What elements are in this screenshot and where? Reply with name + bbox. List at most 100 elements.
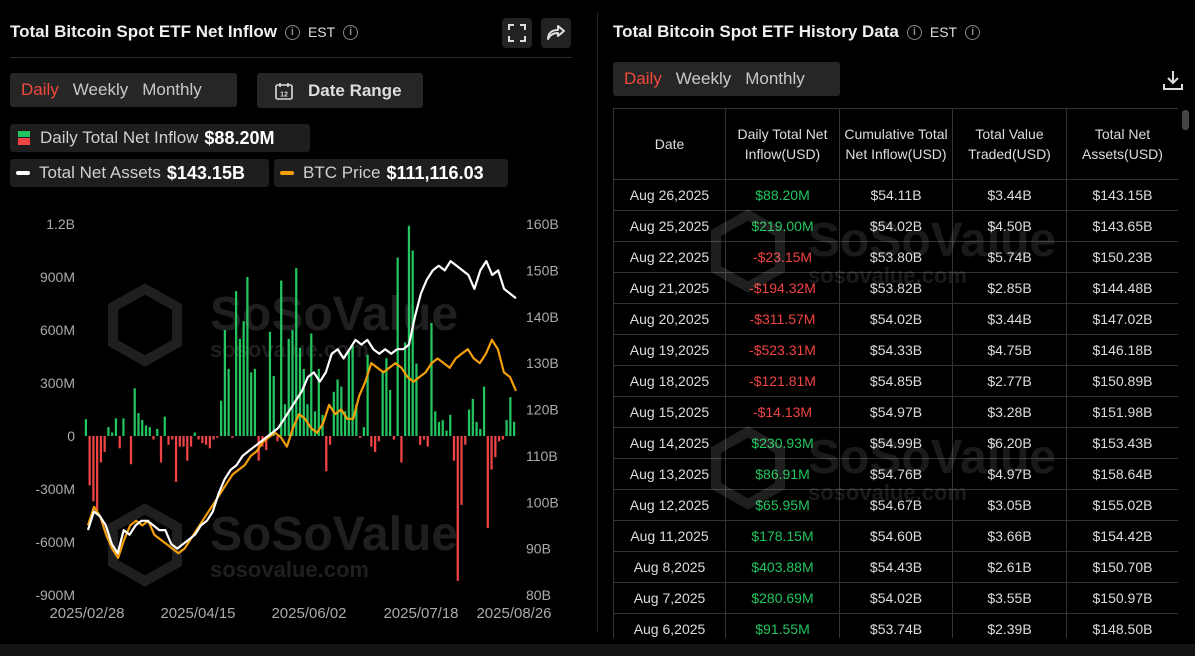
inflow-bar xyxy=(197,436,200,440)
inflow-bar xyxy=(471,398,474,436)
inflow-bar xyxy=(156,428,159,436)
info-icon[interactable]: i xyxy=(906,24,922,40)
inflow-bar xyxy=(216,436,219,438)
legend-btc-label: BTC Price xyxy=(303,163,381,182)
fullscreen-button[interactable] xyxy=(502,18,532,48)
tab-daily[interactable]: Daily xyxy=(624,69,662,88)
inflow-bar xyxy=(407,225,411,436)
inflow-bar xyxy=(250,372,253,436)
inflow-title-row: Total Bitcoin Spot ETF Net Inflow i EST … xyxy=(10,22,359,42)
row-inflow: $65.95M xyxy=(725,489,840,521)
col-value-traded[interactable]: Total Value Traded(USD) xyxy=(952,108,1067,180)
inflow-bar xyxy=(144,425,148,436)
legend-assets-swatch xyxy=(16,171,30,175)
row-inflow: -$311.57M xyxy=(725,303,840,335)
row-cumulative: $54.02B xyxy=(839,210,953,242)
inflow-bar xyxy=(362,427,365,436)
inflow-bar xyxy=(347,351,350,436)
tab-daily[interactable]: Daily xyxy=(21,80,59,99)
tab-monthly[interactable]: Monthly xyxy=(142,80,202,99)
y-right-axis: 160B 150B 140B 130B 120B 110B 100B 90B 80B xyxy=(526,216,559,603)
row-cumulative: $53.82B xyxy=(839,272,953,304)
legend-btc-value: $111,116.03 xyxy=(386,162,484,183)
row-date: Aug 7,2025 xyxy=(613,582,726,614)
inflow-bar xyxy=(107,427,110,436)
net-assets-line xyxy=(86,259,517,555)
x-tick: 2025/07/18 xyxy=(383,605,458,622)
row-assets: $150.70B xyxy=(1066,551,1178,583)
inflow-bar xyxy=(295,268,298,436)
table-scrollbar[interactable] xyxy=(1182,110,1189,130)
y-left-tick: 900M xyxy=(40,269,75,285)
inflow-bar xyxy=(509,397,512,436)
tab-monthly[interactable]: Monthly xyxy=(745,69,805,88)
row-assets: $150.97B xyxy=(1066,582,1178,614)
inflow-bar xyxy=(99,436,103,463)
inflow-bar xyxy=(422,436,426,440)
inflow-bar xyxy=(464,436,467,445)
inflow-bar xyxy=(204,436,208,445)
row-date: Aug 11,2025 xyxy=(613,520,726,552)
row-date: Aug 25,2025 xyxy=(613,210,726,242)
row-cumulative: $53.80B xyxy=(839,241,953,273)
col-cumulative[interactable]: Cumulative Total Net Inflow(USD) xyxy=(839,108,953,180)
download-icon[interactable] xyxy=(1161,68,1185,92)
table-row: Aug 20,2025 -$311.57M $54.02B $3.44B $147.02… xyxy=(613,303,1178,335)
col-date[interactable]: Date xyxy=(613,108,726,180)
row-inflow: -$14.13M xyxy=(725,396,840,428)
col-net-assets[interactable]: Total Net Assets(USD) xyxy=(1066,108,1178,180)
table-row: Aug 8,2025 $403.88M $54.43B $2.61B $150.70B xyxy=(613,551,1178,583)
inflow-bar xyxy=(193,432,196,436)
legend-daily-label: Daily Total Net Inflow xyxy=(40,128,199,147)
inflow-bar xyxy=(505,420,508,436)
row-date: Aug 8,2025 xyxy=(613,551,726,583)
inflow-bar xyxy=(437,421,441,436)
tab-weekly[interactable]: Weekly xyxy=(675,69,732,88)
date-range-button[interactable]: 12 Date Range xyxy=(257,73,423,108)
timezone-info-icon[interactable]: i xyxy=(965,24,981,40)
inflow-bar xyxy=(434,411,437,436)
inflow-bar xyxy=(497,436,501,442)
timezone-info-icon[interactable]: i xyxy=(343,24,359,40)
inflow-bar xyxy=(265,436,268,451)
row-date: Aug 18,2025 xyxy=(613,365,726,397)
inflow-bar xyxy=(201,436,204,444)
fullscreen-icon xyxy=(508,24,526,42)
inflow-bar xyxy=(189,436,193,447)
row-cumulative: $54.99B xyxy=(839,427,953,459)
inflow-chart[interactable]: SoSoValuesosovalue.comSoSoValuesosovalue… xyxy=(0,200,590,640)
right-period-tabs: Daily Weekly Monthly xyxy=(613,62,840,96)
row-assets: $147.02B xyxy=(1066,303,1178,335)
col-daily-inflow[interactable]: Daily Total Net Inflow(USD) xyxy=(725,108,840,180)
timezone-label: EST xyxy=(307,24,336,40)
row-cumulative: $54.02B xyxy=(839,582,953,614)
inflow-bar xyxy=(430,322,433,436)
calendar-icon: 12 xyxy=(275,82,293,100)
table-row: Aug 13,2025 $86.91M $54.76B $4.97B $158.64B xyxy=(613,458,1178,490)
inflow-bar xyxy=(494,436,497,458)
row-cumulative: $54.97B xyxy=(839,396,953,428)
inflow-bar xyxy=(174,436,178,482)
row-date: Aug 13,2025 xyxy=(613,458,726,490)
legend-daily-inflow[interactable]: Daily Total Net Inflow $88.20M xyxy=(10,124,310,152)
table-row: Aug 25,2025 $219.00M $54.02B $4.50B $143.65B xyxy=(613,210,1178,242)
row-traded: $4.50B xyxy=(952,210,1067,242)
row-inflow: -$523.31M xyxy=(725,334,840,366)
y-left-axis: 1.2B 900M 600M 300M 0 -300M -600M -900M xyxy=(35,216,75,603)
legend-net-assets[interactable]: Total Net Assets $143.15B xyxy=(10,159,269,187)
tab-weekly[interactable]: Weekly xyxy=(72,80,129,99)
watermark: SoSoValuesosovalue.comSoSoValuesosovalue… xyxy=(108,283,458,587)
left-period-tabs: Daily Weekly Monthly xyxy=(10,73,237,107)
info-icon[interactable]: i xyxy=(284,24,300,40)
legend-btc-price[interactable]: BTC Price $111,116.03 xyxy=(274,159,508,187)
share-button[interactable] xyxy=(541,18,571,48)
row-assets: $158.64B xyxy=(1066,458,1178,490)
watermark-logo xyxy=(108,503,182,587)
inflow-bar xyxy=(137,413,140,436)
inflow-bar xyxy=(445,430,448,436)
row-traded: $3.55B xyxy=(952,582,1067,614)
inflow-bar xyxy=(419,436,422,445)
btc-price-line xyxy=(86,338,518,559)
inflow-bar xyxy=(456,436,459,581)
share-icon xyxy=(547,25,565,40)
